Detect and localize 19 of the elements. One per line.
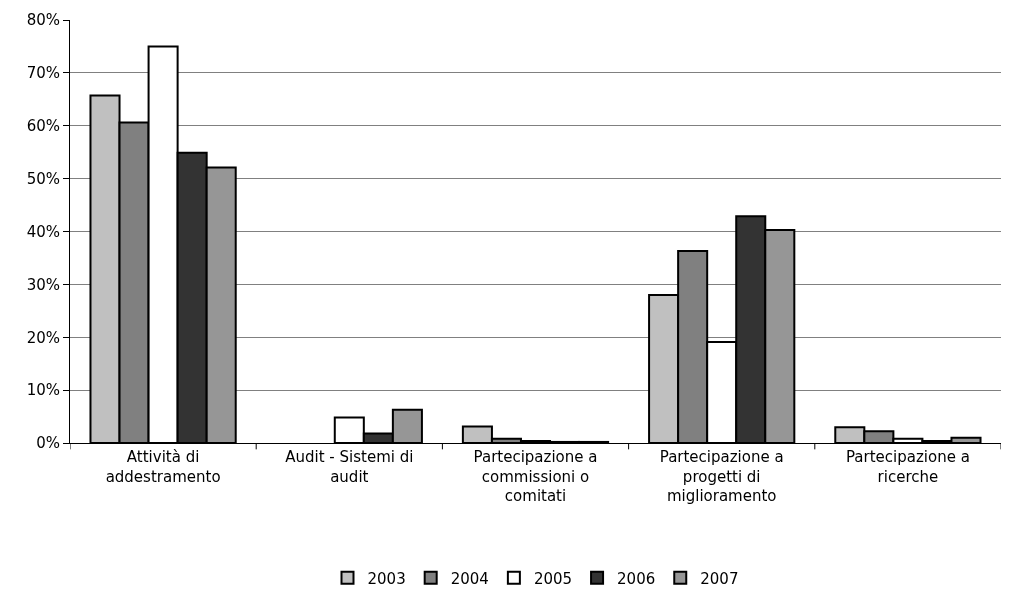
- legend-label: 2007: [700, 569, 739, 588]
- y-tick-label: 70%: [26, 64, 60, 83]
- legend-label: 2005: [533, 569, 573, 588]
- x-tick-label: Partecipazione a commissioni o comitati: [473, 448, 598, 505]
- x-tick-label: Partecipazione a ricerche: [845, 448, 970, 486]
- x-tick-label: Partecipazione a progetti di miglioramento: [659, 448, 784, 505]
- y-tick-label: 20%: [26, 328, 60, 347]
- legend-label: 2004: [450, 569, 489, 588]
- legend-label: 2006: [617, 569, 656, 588]
- y-tick-label: 30%: [26, 275, 60, 294]
- y-tick-label: 80%: [26, 11, 60, 30]
- x-tick-label: Attività di addestramento: [105, 448, 221, 486]
- y-tick-label: 50%: [26, 169, 60, 188]
- y-tick-label: 40%: [26, 222, 60, 241]
- y-tick-label: 10%: [26, 381, 60, 400]
- x-tick-label: Audit - Sistemi di audit: [285, 448, 414, 486]
- y-tick-label: 60%: [26, 117, 60, 135]
- y-tick-label: 0%: [36, 434, 60, 453]
- legend-label: 2003: [367, 569, 406, 588]
